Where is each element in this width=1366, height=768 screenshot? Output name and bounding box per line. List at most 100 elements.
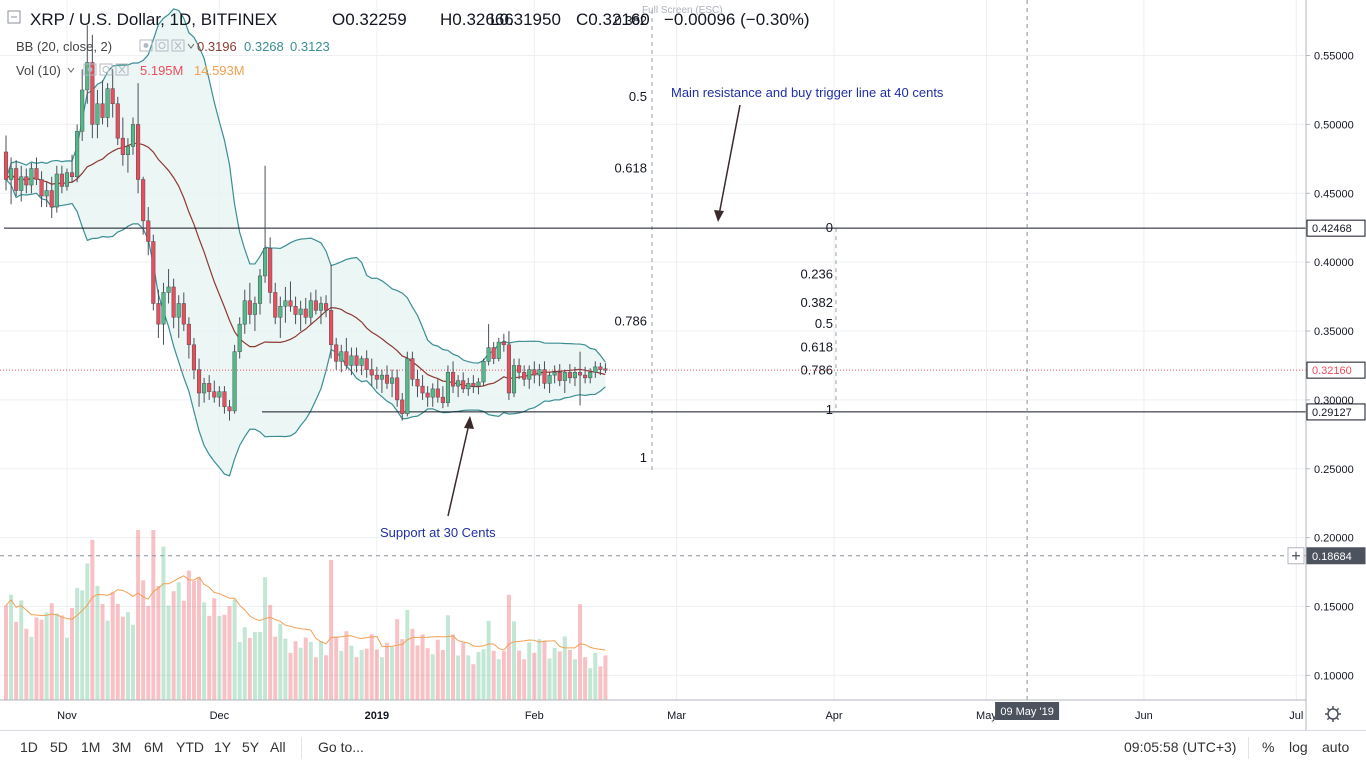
volume-bar (136, 530, 141, 700)
candle-body (44, 190, 49, 197)
candlestick (242, 289, 247, 334)
volume-bar (34, 617, 39, 700)
price-tick-label: 0.20000 (1314, 533, 1354, 545)
volume-bar (481, 649, 486, 700)
candlestick (491, 342, 496, 365)
timeframe-1m[interactable]: 1M (81, 739, 101, 755)
candlestick (450, 361, 456, 394)
volume-bar (29, 636, 34, 700)
timeframe-5y[interactable]: 5Y (242, 739, 260, 755)
candlestick (3, 135, 9, 191)
volume-bar (557, 651, 562, 700)
candle-body (156, 303, 161, 325)
percent-scale-toggle[interactable]: % (1262, 739, 1275, 755)
vol-settings-icon[interactable] (99, 63, 113, 76)
candlestick (268, 237, 273, 304)
candlestick (577, 351, 583, 406)
candlestick (369, 358, 374, 387)
collapse-icon[interactable] (7, 10, 21, 24)
chart-legend: XRP / U.S. Dollar, 1D, BITFINEX O0.32259… (7, 5, 810, 78)
volume-bar (476, 652, 481, 700)
candle-body (100, 103, 105, 118)
candlestick (349, 347, 354, 376)
volume-bar (252, 631, 257, 700)
volume-bar (176, 582, 181, 700)
price-chart[interactable]: 0.3820.50.6180.786100.2360.3820.50.6180.… (0, 0, 1366, 730)
candlestick (308, 292, 313, 325)
vol-more-icon[interactable] (67, 67, 75, 73)
candlestick (202, 377, 207, 403)
timeframe-1d[interactable]: 1D (20, 739, 38, 755)
bb-settings-icon[interactable] (155, 39, 169, 52)
support-arrow[interactable] (447, 423, 470, 517)
candle-body (146, 220, 151, 242)
candle-body (120, 137, 125, 155)
candle-body (420, 385, 425, 394)
volume-bar (44, 612, 49, 700)
candlestick (583, 366, 588, 384)
candlestick (511, 358, 517, 398)
candle-body (298, 308, 303, 315)
candlestick (44, 182, 49, 208)
volume-bar (506, 594, 511, 700)
candle-body (471, 383, 476, 387)
resistance-annotation[interactable]: Main resistance and buy trigger line at … (671, 85, 944, 100)
ohlc-low: L0.31950 (490, 10, 561, 29)
candle-body (588, 372, 593, 379)
volume-bar (263, 577, 268, 700)
resistance-arrow-head (714, 210, 724, 222)
volume-bar (318, 640, 323, 700)
chart-settings-gear-icon[interactable] (1325, 706, 1341, 722)
clock-readout[interactable]: 09:05:58 (UTC+3) (1124, 739, 1237, 755)
bb-eye-icon[interactable] (139, 39, 153, 52)
horizontal-lines[interactable] (0, 227, 1306, 413)
timeframe-ytd[interactable]: YTD (176, 739, 204, 755)
bb-legend-label: BB (20, close, 2) (16, 39, 112, 54)
volume-bar (268, 604, 273, 700)
support-annotation[interactable]: Support at 30 Cents (380, 525, 496, 540)
candlestick (85, 25, 90, 104)
candle-body (552, 372, 557, 376)
bb-close-icon[interactable] (171, 39, 185, 52)
bb-more-icon[interactable] (187, 43, 195, 49)
volume-bar (603, 655, 608, 700)
candle-body (461, 380, 466, 390)
candlestick (9, 157, 14, 205)
volume-bar (364, 648, 369, 700)
annotations[interactable]: Main resistance and buy trigger line at … (380, 85, 944, 540)
candlestick (252, 296, 257, 332)
candlestick (59, 165, 64, 194)
log-scale-toggle[interactable]: log (1289, 739, 1308, 755)
volume-bar (191, 580, 196, 700)
auto-scale-toggle[interactable]: auto (1322, 739, 1350, 755)
candle-body (54, 173, 59, 208)
candlestick (29, 162, 34, 194)
candlestick (278, 296, 283, 338)
vol-eye-icon[interactable] (83, 63, 97, 76)
timeframe-6m[interactable]: 6M (144, 739, 164, 755)
candlestick (400, 393, 405, 421)
volume-bar (501, 651, 506, 700)
timeframe-3m[interactable]: 3M (112, 739, 132, 755)
candlestick (75, 124, 80, 183)
timeframe-all[interactable]: All (270, 739, 286, 755)
volume-bar (212, 598, 217, 700)
goto-date-button[interactable]: Go to... (318, 739, 364, 755)
vol-close-icon[interactable] (115, 63, 129, 76)
volume-bar (166, 605, 171, 700)
candle-body (161, 292, 166, 325)
volume-bar (39, 619, 44, 700)
volume-bar (400, 639, 405, 700)
volume-bar (598, 666, 603, 700)
volume-bar (120, 616, 125, 700)
resistance-arrow[interactable] (718, 104, 741, 216)
timeframe-5d[interactable]: 5D (50, 739, 68, 755)
add-alert-button[interactable] (1287, 547, 1305, 565)
timeframe-1y[interactable]: 1Y (214, 739, 232, 755)
time-tick-label: Mar (667, 710, 686, 722)
candle-body (202, 383, 207, 394)
candle-body (374, 374, 379, 380)
volume-bar (197, 577, 202, 700)
candlestick (181, 292, 186, 332)
candle-body (212, 391, 217, 398)
